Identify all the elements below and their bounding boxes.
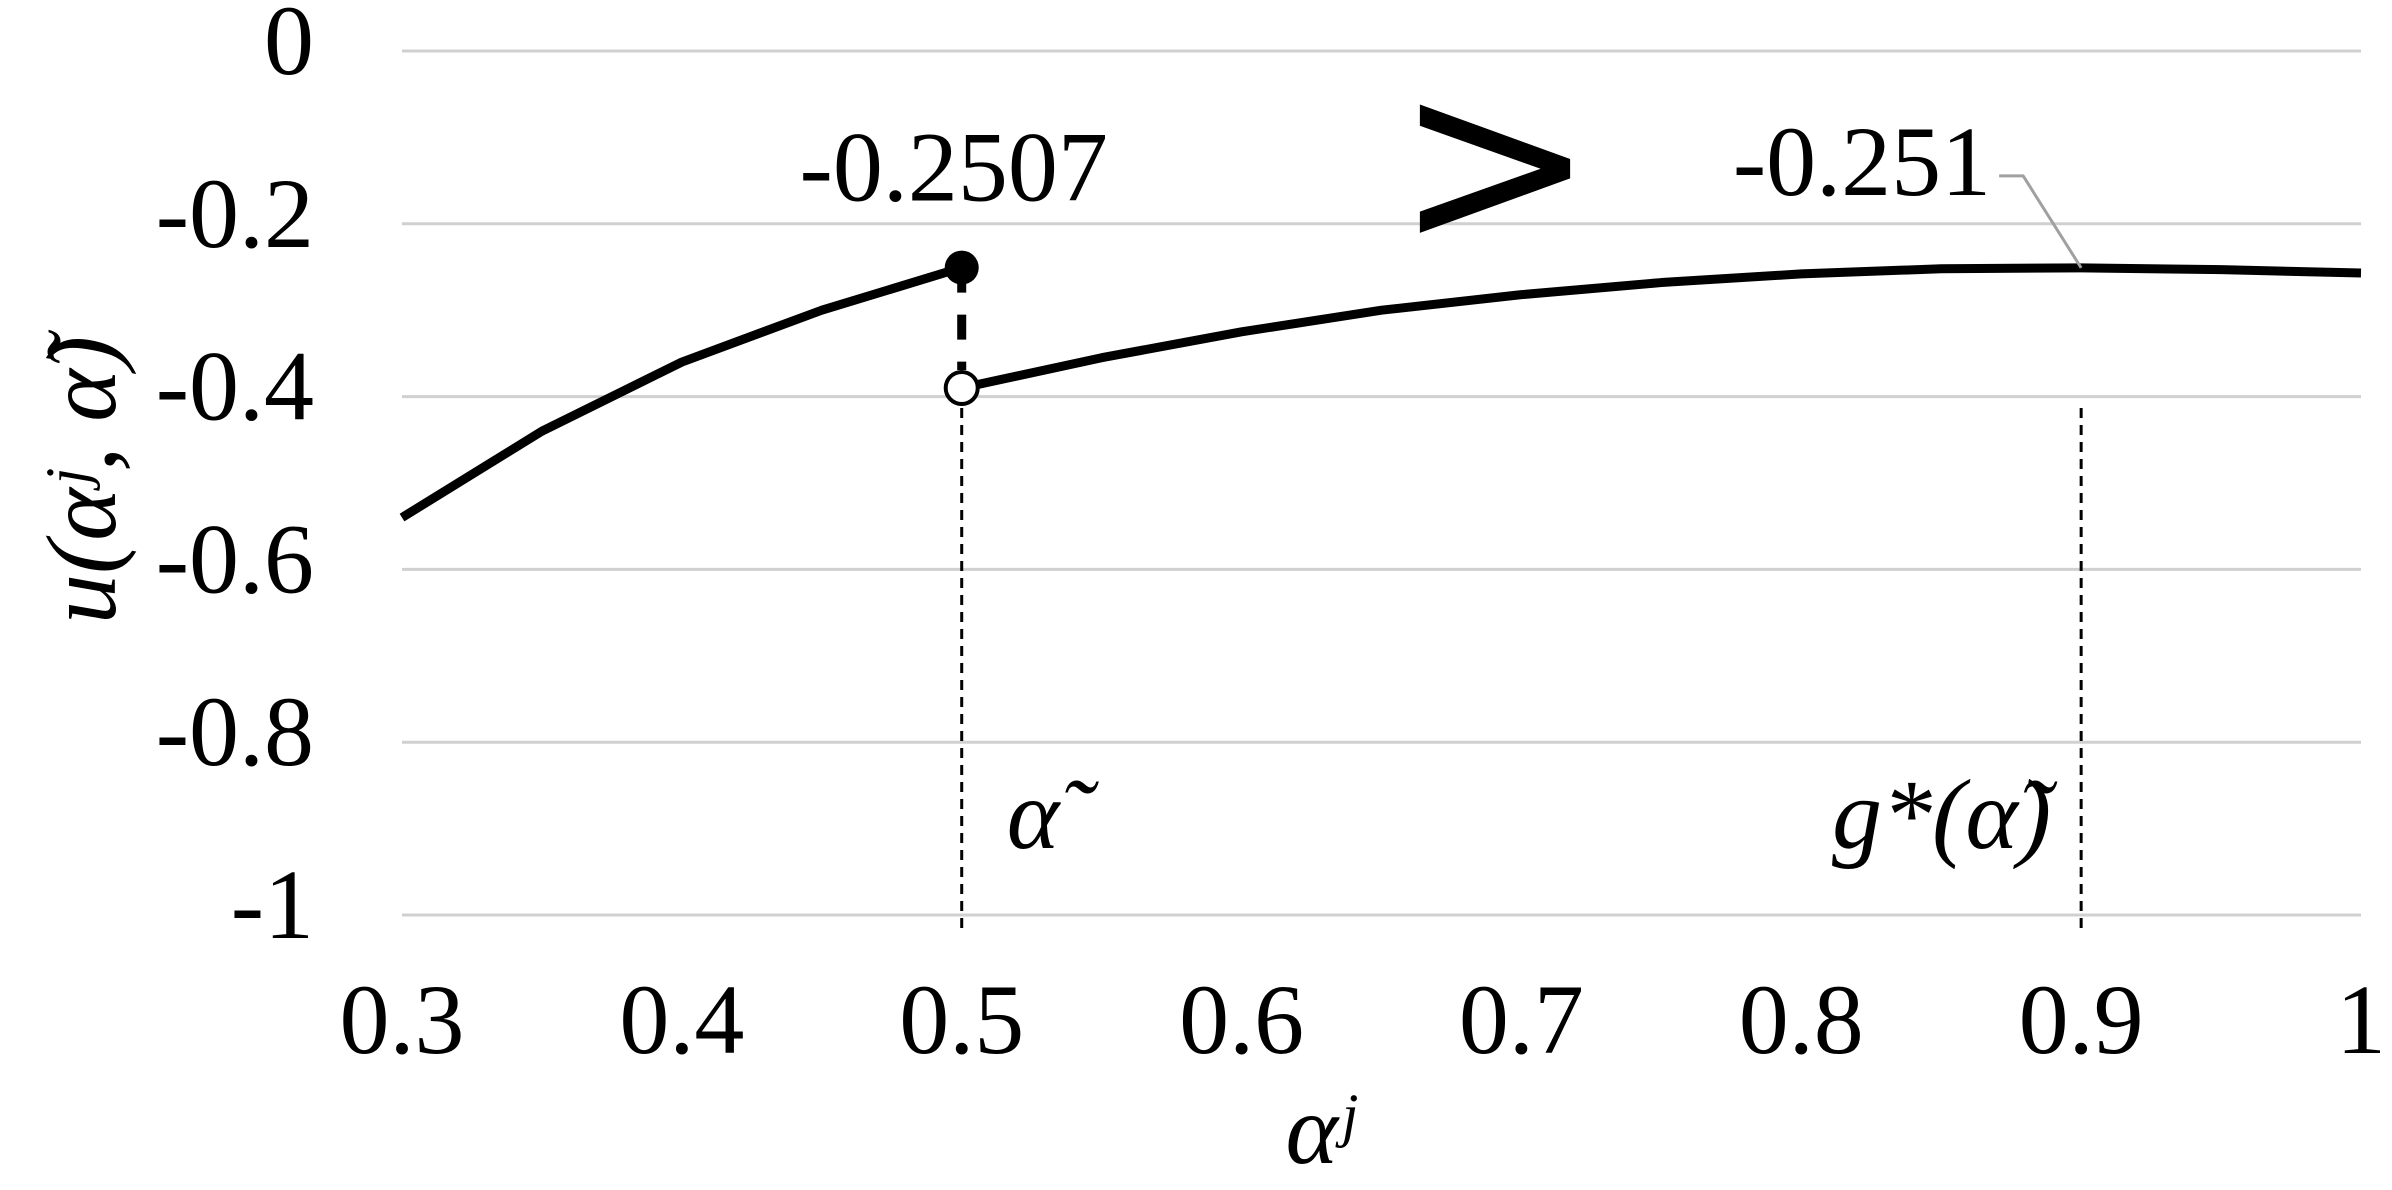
y-tick-label: 0 [264,0,314,96]
y-axis-label: u(αʲ, α̃) [26,329,137,624]
leader-line [1999,174,2083,269]
annotation: > [1394,21,1595,301]
x-axis-label: αʲ [1286,1074,1357,1185]
line [960,263,2362,393]
y-tick-label: -0.2 [156,158,314,269]
x-tick-label: 0.8 [1739,964,1864,1075]
y-tick-label: -0.4 [156,331,314,442]
x-tick-label: 0.9 [2019,964,2144,1075]
closed-marker [944,250,979,285]
x-tick-label: 0.3 [340,964,465,1075]
open-marker [943,369,980,406]
reference-label: α̃ [1007,759,1099,870]
y-tick-label: -0.6 [156,503,314,614]
x-tick-label: 0.4 [619,964,744,1075]
data-label: -0.2507 [800,112,1108,223]
x-tick-label: 1 [2336,964,2386,1075]
data-label: -0.251 [1733,106,1991,217]
reference-label: g*(α̃) [1832,759,2058,870]
x-tick-label: 0.7 [1459,964,1584,1075]
y-tick-label: -0.8 [156,676,314,787]
line [399,263,964,522]
y-tick-label: -1 [231,849,314,960]
x-tick-label: 0.5 [899,964,1024,1075]
x-tick-label: 0.6 [1179,964,1304,1075]
